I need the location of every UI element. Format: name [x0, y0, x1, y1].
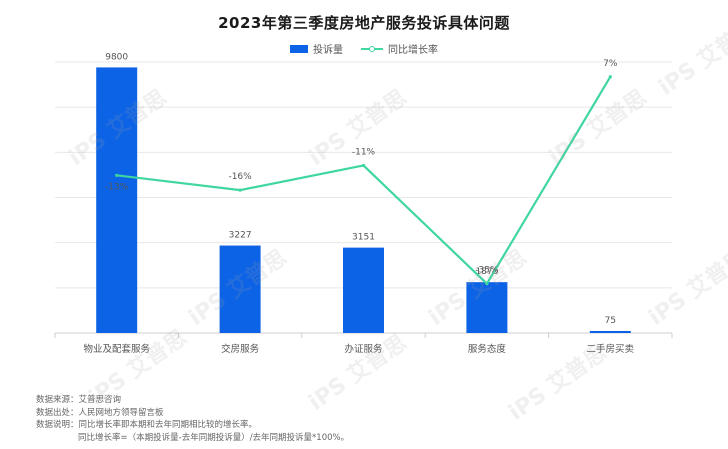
legend: 投诉量 同比增长率 — [0, 41, 728, 56]
x-axis-category-label: 二手房买卖 — [587, 343, 635, 355]
legend-line-swatch — [361, 45, 383, 52]
bar-value-label: 3151 — [352, 233, 375, 243]
legend-item-line[interactable]: 同比增长率 — [361, 41, 438, 56]
bar — [219, 245, 261, 333]
bar-value-label: 9800 — [105, 52, 128, 62]
legend-bar-label: 投诉量 — [313, 45, 343, 56]
notes-block: 数据来源：艾普思咨询 数据出处：人民网地方领导留言板 数据说明：同比增长率即本期… — [36, 394, 349, 444]
growth-rate-point — [361, 163, 366, 168]
x-axis-category-label: 物业及配套服务 — [83, 343, 150, 355]
x-axis-category-label: 办证服务 — [344, 343, 383, 355]
bar-value-label: 3227 — [229, 231, 252, 241]
bar — [96, 67, 138, 334]
legend-item-bar[interactable]: 投诉量 — [290, 41, 343, 56]
growth-rate-point — [238, 188, 242, 192]
growth-rate-label: -35% — [475, 266, 499, 276]
note-source: 数据来源：艾普思咨询 — [36, 395, 122, 405]
note-explain: 数据说明：同比增长率即本期和去年同期相比较的增长率。 — [36, 420, 258, 430]
chart-title: 2023年第三季度房地产服务投诉具体问题 — [218, 14, 510, 32]
growth-rate-point — [115, 173, 119, 177]
legend-bar-swatch — [290, 44, 308, 53]
x-axis-category-label: 服务态度 — [468, 343, 507, 355]
bar — [343, 247, 384, 333]
note-origin: 数据出处：人民网地方领导留言板 — [36, 407, 164, 418]
growth-rate-point — [485, 282, 489, 286]
bar-value-label: 75 — [605, 316, 616, 326]
growth-rate-point — [608, 75, 612, 79]
growth-rate-label: -13% — [105, 182, 129, 192]
growth-rate-label: 7% — [603, 59, 618, 69]
growth-rate-label: -16% — [228, 172, 252, 182]
bar — [589, 330, 631, 333]
bar — [466, 282, 508, 333]
legend-line-label: 同比增长率 — [388, 45, 438, 56]
note-formula: 同比增长率=（本期投诉量-去年同期投诉量）/去年同期投诉量*100%。 — [78, 432, 350, 443]
growth-rate-label: -11% — [352, 147, 376, 157]
bar-value-label: 1876 — [475, 267, 498, 277]
x-axis-category-label: 交房服务 — [221, 343, 260, 355]
